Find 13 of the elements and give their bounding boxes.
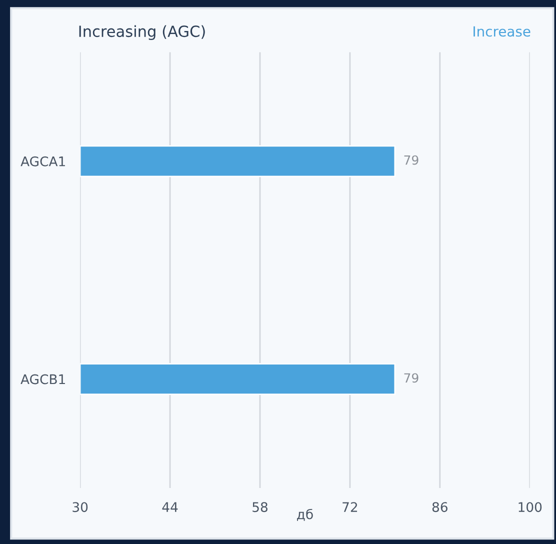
text: Increase — [474, 26, 530, 37]
data-label: 79 — [404, 373, 418, 383]
y-tick-label: AGCA1 — [20, 156, 65, 166]
x-axis-title: дб — [297, 508, 313, 521]
x-tick-label: 30 — [72, 502, 88, 512]
x-tick-label: 44 — [162, 502, 178, 512]
data-label: 79 — [404, 155, 418, 165]
y-tick-label: AGCB1 — [20, 374, 65, 384]
x-tick-label: 72 — [342, 502, 358, 512]
x-tick-label: 86 — [432, 502, 448, 512]
chart-title: Increasing (AGC) — [79, 25, 205, 40]
x-tick-label: 58 — [252, 502, 268, 512]
x-tick-label: 100 — [518, 502, 542, 512]
